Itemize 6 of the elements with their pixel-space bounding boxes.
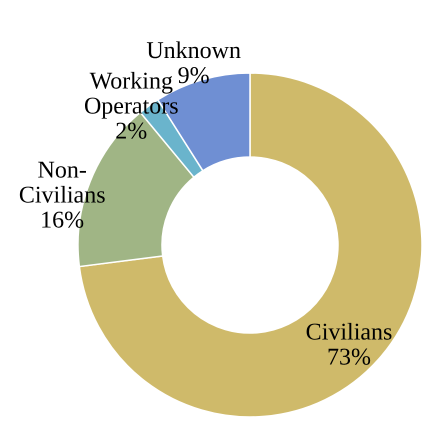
- slice-label: Unknown: [146, 38, 241, 64]
- slice-label: Non-Civilians: [18, 158, 106, 209]
- data-label: 73%: [327, 344, 372, 370]
- data-label: 16%: [40, 208, 84, 234]
- data-label: 9%: [178, 63, 210, 90]
- slice-label: Civilians: [306, 319, 392, 346]
